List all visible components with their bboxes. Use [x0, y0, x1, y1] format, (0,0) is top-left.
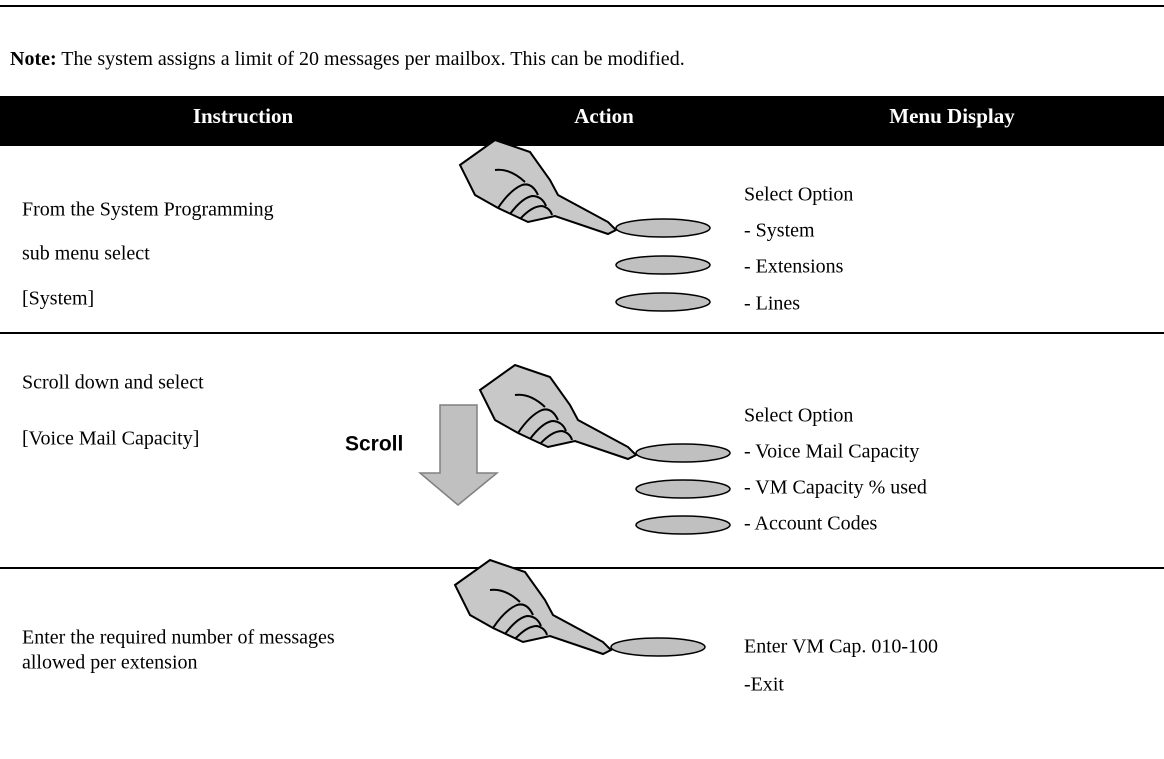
button [610, 637, 706, 657]
hand-icon [454, 559, 612, 655]
header: Instruction [193, 104, 294, 128]
menu-line: Enter VM Cap. 010-100 [744, 636, 938, 658]
button [635, 515, 731, 535]
menu-line: - Extensions [744, 256, 844, 278]
hand-icon [479, 364, 637, 460]
instruction: Enter the required number of messages [22, 627, 335, 649]
menu-line: - Account Codes [744, 513, 878, 535]
menu-line: -Exit [744, 674, 784, 696]
instruction: sub menu select [22, 243, 150, 265]
scroll-arrow [417, 404, 500, 506]
note-text: The system assigns a limit of 20 message… [57, 48, 685, 70]
instruction: [System] [22, 288, 94, 310]
instruction: [Voice Mail Capacity] [22, 428, 199, 450]
instruction: From the System Programming [22, 199, 274, 221]
menu-line: - System [744, 220, 815, 242]
note-label: Note: [10, 48, 57, 70]
menu-line: - Lines [744, 293, 800, 315]
button [615, 218, 711, 238]
header-bar [0, 96, 1164, 146]
button [615, 292, 711, 312]
header: Action [574, 104, 634, 128]
menu-line: - Voice Mail Capacity [744, 441, 919, 463]
hand-icon [459, 139, 617, 235]
header: Menu Display [889, 104, 1015, 128]
menu-line: - VM Capacity % used [744, 477, 927, 499]
menu-line: Select Option [744, 184, 853, 206]
button [635, 479, 731, 499]
menu-line: Select Option [744, 405, 853, 427]
action-label: Scroll [345, 433, 403, 456]
button [635, 443, 731, 463]
instruction: Scroll down and select [22, 372, 204, 394]
button [615, 255, 711, 275]
note: Note: The system assigns a limit of 20 m… [10, 48, 685, 70]
instruction: allowed per extension [22, 652, 198, 674]
